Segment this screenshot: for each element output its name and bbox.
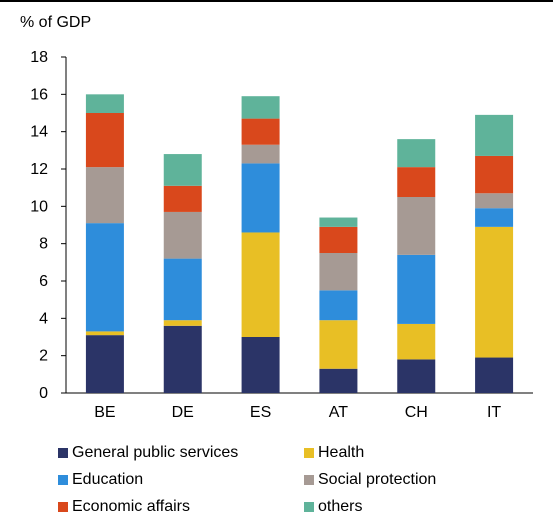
x-tick-label-es: ES <box>250 404 271 421</box>
y-axis-unit-label: % of GDP <box>20 14 91 31</box>
legend-item-general-public-services: General public services <box>58 442 304 464</box>
legend-swatch <box>58 475 68 485</box>
bar-at-health <box>319 320 358 369</box>
bar-de-education <box>163 258 202 321</box>
bar-de-social-protection <box>163 211 202 259</box>
bar-be-health <box>85 331 124 336</box>
bar-at-social-protection <box>319 253 358 291</box>
y-tick-label: 0 <box>39 385 48 402</box>
y-tick-label: 10 <box>30 198 48 215</box>
bar-at-education <box>319 290 358 321</box>
bar-ch-general-public-services <box>397 359 436 393</box>
legend-item-education: Education <box>58 469 304 491</box>
y-tick-label: 18 <box>30 49 48 66</box>
x-tick-label-it: IT <box>487 404 501 421</box>
bar-ch-others <box>397 139 436 168</box>
bar-be-others <box>85 94 124 113</box>
bar-de-health <box>163 320 202 326</box>
x-tick-label-at: AT <box>329 404 348 421</box>
y-tick-label: 8 <box>39 236 48 253</box>
y-tick-label: 16 <box>30 86 48 103</box>
legend-swatch <box>304 475 314 485</box>
legend-item-health: Health <box>304 442 534 464</box>
bar-it-others <box>475 114 514 156</box>
legend-label: Education <box>72 471 144 488</box>
y-tick-label: 14 <box>30 124 48 141</box>
bar-it-economic-affairs <box>475 155 514 194</box>
bar-es-social-protection <box>241 144 280 164</box>
legend-item-others: others <box>304 496 534 518</box>
legend-item-social-protection: Social protection <box>304 469 534 491</box>
top-rule <box>0 0 553 2</box>
x-tick-label-de: DE <box>172 404 194 421</box>
bar-be-economic-affairs <box>85 113 124 168</box>
legend-item-economic-affairs: Economic affairs <box>58 496 304 518</box>
y-tick-label: 12 <box>30 161 48 178</box>
x-tick-label-ch: CH <box>405 404 428 421</box>
bar-be-social-protection <box>85 167 124 224</box>
bar-ch-social-protection <box>397 197 436 255</box>
legend-label: General public services <box>72 444 239 461</box>
y-tick-label: 2 <box>39 348 48 365</box>
legend-swatch <box>304 502 314 512</box>
bar-de-general-public-services <box>163 325 202 393</box>
legend-swatch <box>304 448 314 458</box>
bar-de-others <box>163 154 202 186</box>
bar-ch-economic-affairs <box>397 167 436 197</box>
legend: General public services Health Education So… <box>58 442 538 518</box>
y-tick-label: 6 <box>39 273 48 290</box>
bar-be-education <box>85 223 124 332</box>
bar-it-general-public-services <box>475 357 514 393</box>
bar-ch-education <box>397 254 436 324</box>
bar-es-general-public-services <box>241 337 280 393</box>
bar-it-education <box>475 208 514 227</box>
bar-at-general-public-services <box>319 368 358 393</box>
bar-be-general-public-services <box>85 335 124 393</box>
bar-at-economic-affairs <box>319 226 358 253</box>
legend-swatch <box>58 448 68 458</box>
legend-label: others <box>318 498 363 515</box>
bar-es-health <box>241 232 280 337</box>
x-tick-label-be: BE <box>94 404 115 421</box>
bar-es-economic-affairs <box>241 118 280 145</box>
bar-it-social-protection <box>475 193 514 209</box>
bar-at-others <box>319 217 358 227</box>
legend-label: Social protection <box>318 471 437 488</box>
bar-es-others <box>241 96 280 119</box>
y-tick-label: 4 <box>39 310 48 327</box>
bar-es-education <box>241 163 280 233</box>
bar-it-health <box>475 226 514 358</box>
legend-label: Economic affairs <box>72 498 190 515</box>
bar-ch-health <box>397 323 436 360</box>
legend-swatch <box>58 502 68 512</box>
stacked-bar-chart: % of GDP 0 2 4 6 8 10 12 14 16 18 BE DE ES AT CH IT <box>20 14 533 421</box>
legend-label: Health <box>318 444 365 461</box>
bar-de-economic-affairs <box>163 185 202 212</box>
